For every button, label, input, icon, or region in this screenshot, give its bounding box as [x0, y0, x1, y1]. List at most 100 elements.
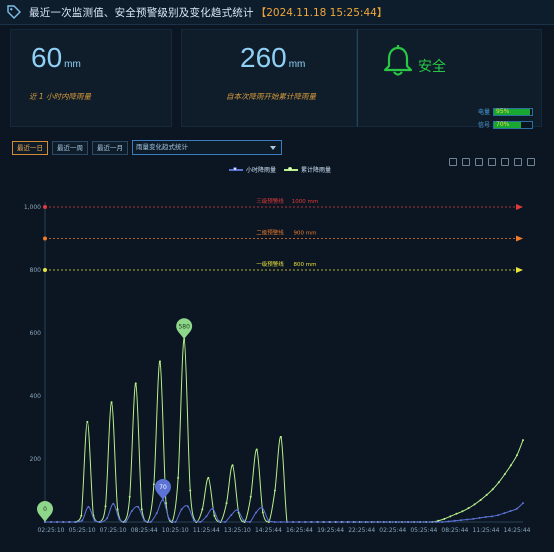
hourly-series-point	[341, 521, 344, 523]
hourly-series-point	[248, 521, 251, 523]
hourly-rain-unit: mm	[64, 59, 81, 70]
hourly-series-point	[236, 509, 239, 512]
hourly-series-point	[130, 509, 133, 512]
cumulative-series-point	[443, 517, 446, 520]
power-label: 电量	[478, 109, 491, 116]
last-month-button[interactable]: 最近一月	[92, 140, 128, 155]
hourly-series-point	[93, 519, 96, 522]
hourly-series-point	[466, 518, 469, 521]
hourly-rain-value: 60 mm	[31, 42, 81, 73]
hourly-series-point	[261, 506, 264, 509]
hourly-series-point	[435, 521, 438, 523]
data-view-icon[interactable]	[475, 158, 483, 166]
x-tick-label: 22:25:44	[348, 527, 375, 534]
x-tick-label: 13:25:10	[224, 527, 251, 534]
hourly-series-point	[509, 509, 512, 512]
cumulative-series-point	[128, 495, 131, 498]
hourly-series-point	[87, 505, 90, 508]
hourly-series-point	[149, 521, 152, 523]
power-bar: 95%	[493, 107, 534, 116]
safety-status-card: 安全 电量 95% 信号 70%	[357, 29, 542, 129]
hourly-series-point	[497, 514, 500, 517]
zoom-icon[interactable]	[449, 158, 457, 166]
x-tick-label: 07:25:10	[100, 527, 127, 534]
signal-percent: 70%	[496, 120, 510, 128]
range-toolbar: 最近一日 最近一周 最近一月 雨量变化趋式统计	[12, 140, 282, 155]
hourly-series-point	[224, 521, 227, 523]
legend-swatch-hourly	[229, 166, 243, 171]
page-title: 最近一次监测值、安全预警级别及变化趋式统计	[29, 6, 254, 19]
hourly-series-point	[441, 521, 444, 523]
cumulative-series-point	[497, 481, 500, 484]
threshold-start-dot	[43, 268, 47, 272]
cumulative-series-point	[515, 454, 518, 457]
last-week-button[interactable]: 最近一周	[52, 140, 88, 155]
legend-item-cumulative[interactable]: 累计降雨量	[284, 165, 331, 174]
bar-chart-icon[interactable]	[501, 158, 509, 166]
refresh-icon[interactable]	[514, 158, 522, 166]
x-tick-label: 19:25:44	[317, 527, 344, 534]
hourly-series-point	[447, 520, 450, 523]
hourly-series-point	[317, 521, 320, 523]
threshold-value: 1000 mm	[292, 199, 318, 205]
tag-icon	[7, 5, 21, 19]
marker-pin-label: 0	[43, 506, 47, 513]
threshold-arrow	[516, 235, 523, 242]
hourly-series-point	[255, 511, 258, 514]
hourly-series-point	[416, 521, 419, 523]
hourly-rain-caption: 近 1 小时内降雨量	[29, 92, 92, 101]
x-tick-label: 11:25:44	[472, 527, 499, 534]
hourly-series-point	[459, 519, 462, 522]
signal-bar-fill	[494, 121, 521, 128]
line-chart-icon[interactable]	[488, 158, 496, 166]
threshold-arrow	[516, 204, 523, 210]
last-day-button[interactable]: 最近一日	[12, 140, 48, 155]
marker-pin: 580	[176, 318, 193, 340]
cumulative-series-point	[455, 512, 458, 515]
zoom-reset-icon[interactable]	[462, 158, 470, 166]
hourly-series-point	[484, 515, 487, 518]
hourly-series-point	[106, 517, 109, 520]
signal-bar: 70%	[493, 120, 534, 129]
hourly-series-point	[329, 521, 332, 523]
chart-toolbox	[449, 158, 540, 166]
hourly-series-point	[335, 521, 338, 523]
cumulative-series-point	[509, 464, 512, 467]
safety-status-label: 安全	[418, 59, 446, 75]
hourly-series-point	[217, 520, 220, 523]
hourly-series-point	[186, 505, 189, 508]
x-tick-label: 02:25:44	[379, 527, 406, 534]
cumulative-series-point	[461, 510, 464, 513]
hourly-series-point	[453, 519, 456, 522]
hourly-series-point	[522, 502, 524, 505]
hourly-series-point	[379, 521, 382, 523]
cumulative-series-point	[485, 493, 488, 496]
threshold-start-dot	[43, 205, 47, 209]
hourly-series-point	[354, 521, 357, 523]
cumulative-series-line	[44, 338, 524, 523]
hourly-series-point	[242, 519, 245, 522]
cumulative-series-point	[503, 473, 506, 476]
x-tick-label: 10:25:10	[162, 527, 189, 534]
download-icon[interactable]	[527, 158, 535, 166]
hourly-series-point	[292, 521, 295, 523]
marker-pin-shape	[37, 501, 53, 522]
hourly-series-point	[373, 521, 376, 523]
chart-type-select[interactable]: 雨量变化趋式统计	[132, 140, 282, 155]
legend-item-hourly[interactable]: 小时降雨量	[229, 165, 276, 174]
threshold-start-dot	[43, 236, 47, 241]
cumulative-series-point	[158, 360, 161, 363]
threshold-label: 一级预警线	[256, 260, 284, 268]
hourly-series-point	[118, 518, 121, 521]
hourly-series-point	[515, 507, 518, 510]
y-tick-label: 400	[30, 393, 42, 400]
cumulative-series-point	[213, 514, 216, 517]
hourly-series-point	[99, 521, 102, 523]
hourly-series-point	[490, 515, 493, 518]
threshold-value: 900 mm	[294, 231, 317, 237]
hourly-series-point	[68, 521, 71, 523]
cumulative-series-point	[437, 519, 440, 522]
x-tick-label: 02:25:10	[38, 527, 65, 534]
power-bar-fill	[494, 108, 531, 115]
hourly-series-point	[112, 502, 115, 505]
